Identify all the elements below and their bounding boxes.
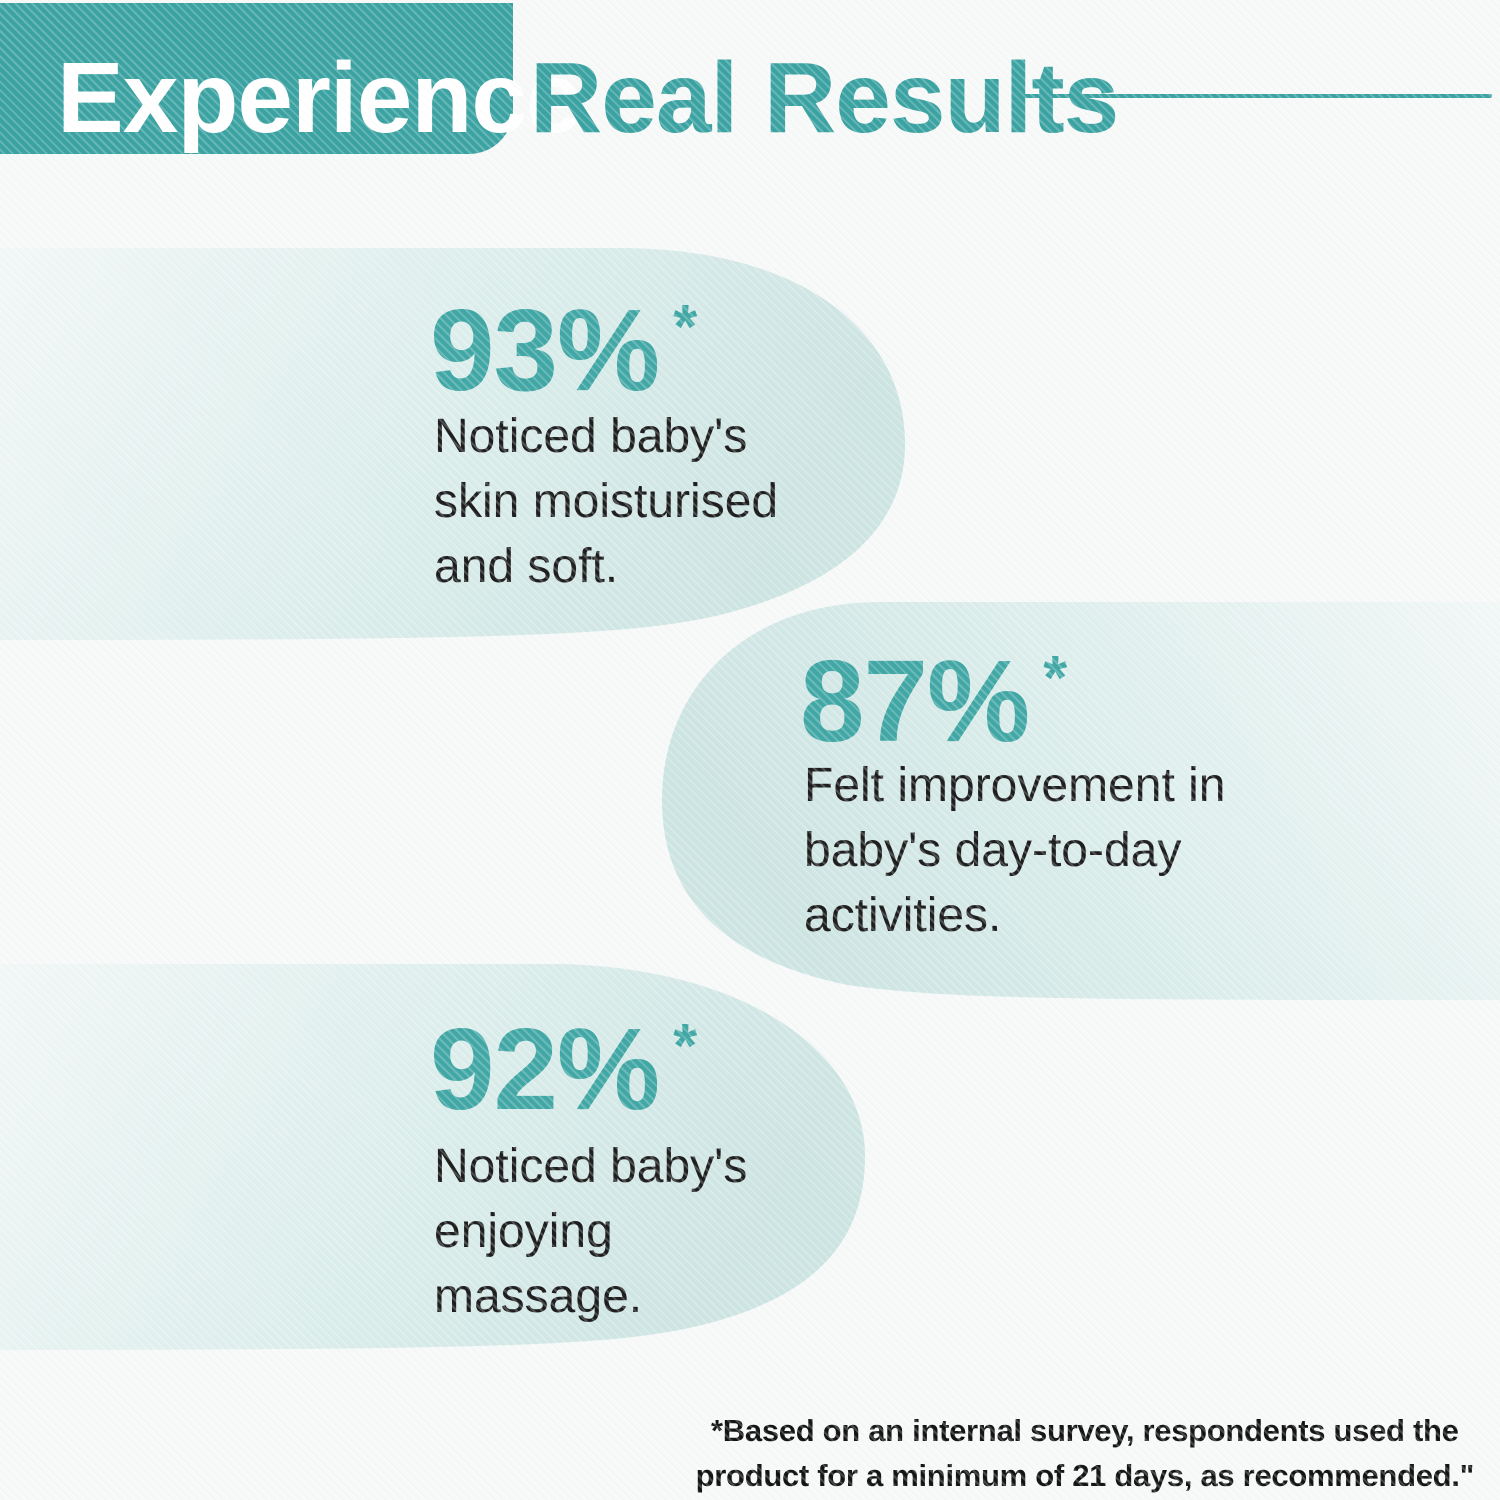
- header-badge: [0, 3, 513, 154]
- stat-value-2: 87% *: [800, 643, 1067, 759]
- stat-description-3-line: massage.: [434, 1270, 643, 1323]
- footnote-line-2: product for a minimum of 21 days, as rec…: [695, 1458, 1475, 1493]
- footnote-line-1: *Based on an internal survey, respondent…: [711, 1413, 1459, 1448]
- stat-band-shape-1: [0, 248, 905, 640]
- header-divider-line: [1022, 94, 1492, 98]
- stat-description-1: Noticed baby's skin moisturised and soft…: [434, 404, 778, 599]
- stat-description-3: Noticed baby's enjoying massage.: [434, 1134, 747, 1329]
- header-title-rest: Real Results: [530, 42, 1119, 154]
- stat-description-3-line: Noticed baby's: [434, 1140, 748, 1193]
- asterisk-mark-3: *: [673, 1012, 697, 1081]
- stat-description-1-line: and soft.: [434, 540, 619, 593]
- footnote: *Based on an internal survey, respondent…: [695, 1408, 1475, 1498]
- stat-value-1-number: 93%: [430, 285, 660, 415]
- asterisk-mark-1: *: [673, 293, 697, 362]
- stat-description-2-line: baby's day-to-day: [804, 824, 1182, 877]
- stat-band-shape-2: [662, 602, 1500, 1000]
- stat-description-2-line: activities.: [804, 889, 1002, 942]
- header-title-highlight: Experience: [57, 42, 582, 154]
- stat-value-2-number: 87%: [800, 636, 1030, 766]
- stat-description-3-line: enjoying: [434, 1205, 613, 1258]
- stat-band-shape-3: [0, 964, 865, 1350]
- stat-value-3: 92% *: [430, 1011, 697, 1127]
- stat-description-2: Felt improvement in baby's day-to-day ac…: [804, 753, 1225, 948]
- stat-description-2-line: Felt improvement in: [804, 759, 1226, 812]
- asterisk-mark-2: *: [1043, 644, 1067, 713]
- stat-value-3-number: 92%: [430, 1004, 660, 1134]
- stat-description-1-line: Noticed baby's: [434, 410, 748, 463]
- stat-description-1-line: skin moisturised: [434, 475, 779, 528]
- stat-value-1: 93% *: [430, 292, 697, 408]
